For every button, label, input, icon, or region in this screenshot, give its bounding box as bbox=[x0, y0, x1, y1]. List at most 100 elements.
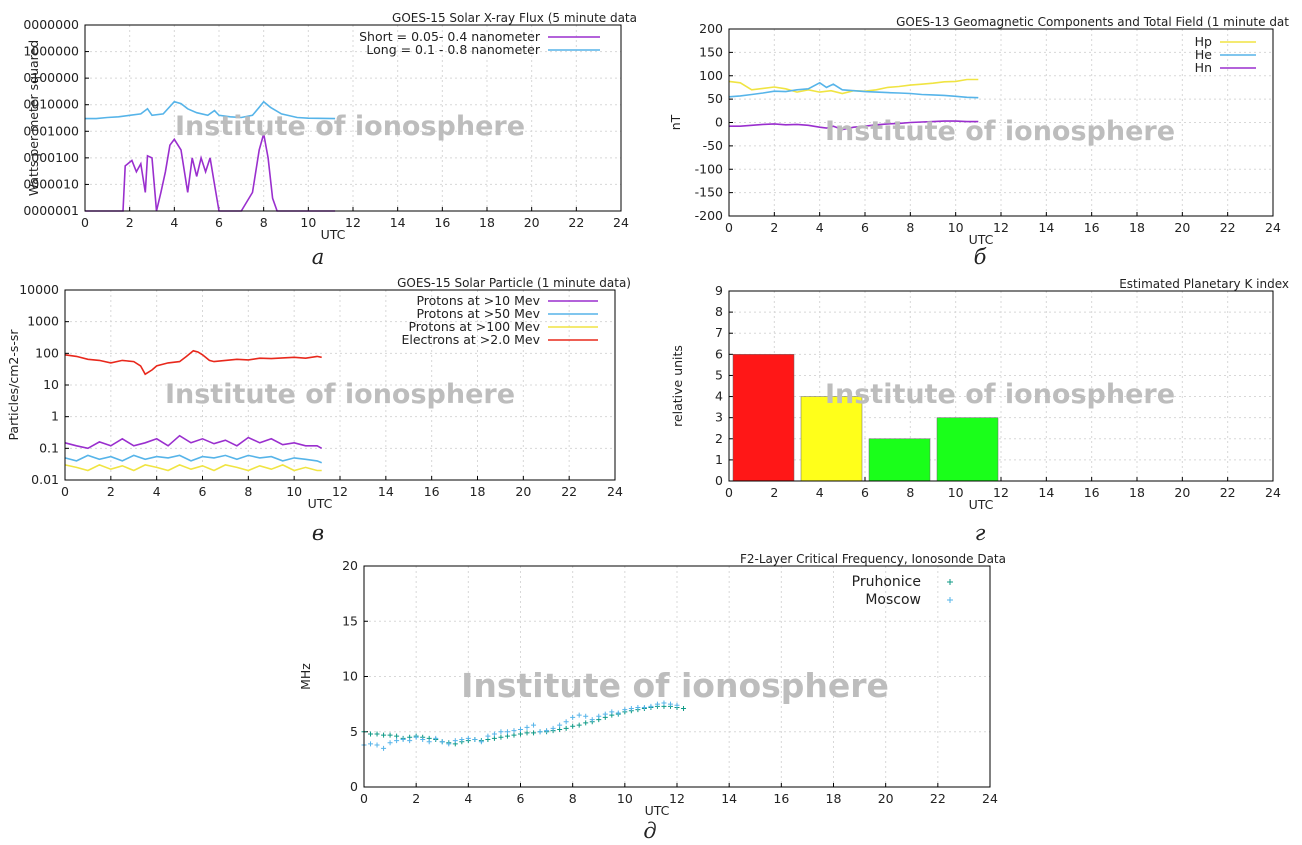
x-tick-label: 24 bbox=[607, 484, 623, 499]
x-tick-label: 16 bbox=[424, 484, 440, 499]
x-tick-label: 8 bbox=[260, 215, 268, 230]
x-tick-label: 12 bbox=[669, 791, 685, 806]
series-line bbox=[729, 120, 979, 131]
x-tick-label: 18 bbox=[1129, 485, 1145, 500]
y-tick-label: 100 bbox=[699, 68, 723, 83]
y-tick-label: 7 bbox=[715, 325, 723, 340]
data-point bbox=[563, 725, 569, 731]
data-point bbox=[524, 724, 530, 730]
chart-title: GOES-15 Solar X-ray Flux (5 minute data bbox=[392, 11, 637, 25]
legend-label: Protons at >10 Mev bbox=[416, 293, 540, 308]
data-point bbox=[609, 709, 615, 715]
y-tick-label: 0000000 bbox=[23, 17, 79, 32]
data-point bbox=[537, 729, 543, 735]
data-point bbox=[407, 738, 413, 744]
x-tick-label: 14 bbox=[721, 791, 737, 806]
y-tick-label: 5 bbox=[715, 367, 723, 382]
y-tick-label: 0000100 bbox=[23, 150, 79, 165]
x-tick-label: 12 bbox=[332, 484, 348, 499]
y-axis-label: Particles/cm2-s-sr bbox=[6, 329, 21, 441]
panel-label: в bbox=[312, 521, 324, 545]
x-axis-label: UTC bbox=[969, 497, 994, 512]
x-tick-label: 4 bbox=[816, 485, 824, 500]
x-tick-label: 6 bbox=[199, 484, 207, 499]
data-point bbox=[472, 736, 478, 742]
data-point bbox=[478, 739, 484, 745]
x-tick-label: 22 bbox=[568, 215, 584, 230]
y-tick-label: 4 bbox=[715, 389, 723, 404]
data-point bbox=[628, 706, 634, 712]
data-point bbox=[681, 706, 687, 712]
series-line bbox=[85, 133, 336, 212]
legend-label: Protons at >50 Mev bbox=[416, 306, 540, 321]
x-tick-label: 14 bbox=[1038, 485, 1054, 500]
y-tick-label: 10 bbox=[342, 669, 358, 684]
x-tick-label: 2 bbox=[107, 484, 115, 499]
data-point bbox=[394, 733, 400, 739]
data-point bbox=[667, 701, 673, 707]
legend-label: Short = 0.05- 0.4 nanometer bbox=[359, 29, 541, 44]
x-tick-label: 18 bbox=[826, 791, 842, 806]
x-tick-label: 6 bbox=[517, 791, 525, 806]
legend-marker bbox=[947, 579, 953, 585]
x-tick-label: 24 bbox=[1265, 220, 1281, 235]
x-tick-label: 6 bbox=[861, 220, 869, 235]
x-tick-label: 4 bbox=[816, 220, 824, 235]
legend-label: Pruhonice bbox=[852, 574, 921, 590]
data-point bbox=[576, 712, 582, 718]
y-tick-label: 0010000 bbox=[23, 97, 79, 112]
data-point bbox=[583, 720, 589, 726]
y-tick-label: 10 bbox=[43, 377, 59, 392]
data-point bbox=[635, 704, 641, 710]
data-point bbox=[459, 736, 465, 742]
data-point bbox=[661, 700, 667, 706]
kp-bar bbox=[800, 396, 863, 482]
data-point bbox=[420, 736, 426, 742]
legend-label: Moscow bbox=[865, 592, 921, 608]
y-tick-label: 0100000 bbox=[23, 70, 79, 85]
y-tick-label: 5 bbox=[350, 724, 358, 739]
series-line bbox=[85, 100, 336, 120]
y-tick-label: 100 bbox=[35, 345, 59, 360]
chart-particles: 0 2 4 6 8 10 12 14 16 18 20 22 240.010.1110100100010… bbox=[6, 276, 631, 545]
data-point bbox=[583, 713, 589, 719]
x-tick-label: 8 bbox=[906, 220, 914, 235]
kp-bar bbox=[732, 354, 795, 482]
x-tick-label: 0 bbox=[360, 791, 368, 806]
x-tick-label: 22 bbox=[1220, 220, 1236, 235]
x-tick-label: 10 bbox=[948, 485, 964, 500]
x-tick-label: 14 bbox=[390, 215, 406, 230]
chart-title: Estimated Planetary K index bbox=[1119, 277, 1289, 291]
data-point bbox=[426, 739, 432, 745]
x-axis-label: UTC bbox=[308, 496, 333, 511]
y-tick-label: 10000 bbox=[19, 282, 59, 297]
watermark-text: Institute of ionosphere bbox=[461, 666, 889, 705]
x-tick-label: 2 bbox=[126, 215, 134, 230]
x-tick-label: 20 bbox=[524, 215, 540, 230]
y-tick-label: -100 bbox=[695, 161, 723, 176]
data-point bbox=[531, 722, 537, 728]
series-line bbox=[64, 454, 323, 464]
data-point bbox=[518, 731, 523, 737]
data-point bbox=[387, 732, 393, 738]
chart-xray: 0 2 4 6 8 10 12 14 16 18 20 22 240000001000001000001… bbox=[23, 11, 637, 269]
x-tick-label: 22 bbox=[561, 484, 577, 499]
x-tick-label: 10 bbox=[300, 215, 316, 230]
x-tick-label: 6 bbox=[861, 485, 869, 500]
data-point bbox=[615, 710, 621, 716]
legend-label: Hn bbox=[1195, 60, 1212, 75]
legend-label: Hp bbox=[1195, 34, 1212, 49]
x-tick-label: 16 bbox=[773, 791, 789, 806]
x-tick-label: 22 bbox=[1220, 485, 1236, 500]
x-tick-label: 16 bbox=[1084, 485, 1100, 500]
y-tick-label: 0001000 bbox=[23, 123, 79, 138]
x-tick-label: 4 bbox=[170, 215, 178, 230]
y-tick-label: -150 bbox=[695, 185, 723, 200]
y-tick-label: 2 bbox=[715, 431, 723, 446]
data-point bbox=[394, 738, 400, 744]
plot-frame bbox=[728, 28, 1274, 217]
data-point bbox=[511, 728, 517, 734]
y-tick-label: -200 bbox=[695, 208, 723, 223]
y-tick-label: 0 bbox=[715, 473, 723, 488]
